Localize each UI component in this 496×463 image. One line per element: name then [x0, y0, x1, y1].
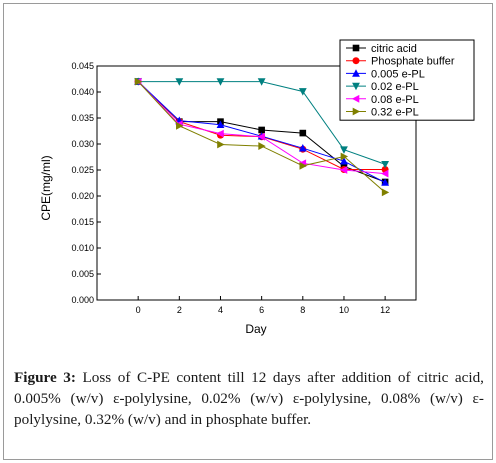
axes: 0 2 4 6 8 10 12 0.000 0.005 0.010 0.015 0.020 0.025 0… [71, 61, 390, 315]
legend-item: 0.32 e-PL [346, 107, 419, 119]
y-tick-label: 0.005 [71, 269, 94, 279]
data-point [257, 78, 266, 86]
legend-marker [351, 94, 360, 103]
legend-item: citric acid [346, 43, 417, 55]
y-tick-label: 0.045 [71, 61, 94, 71]
data-point [299, 161, 307, 170]
legend-marker [352, 69, 360, 77]
x-tick-label: 2 [177, 305, 182, 315]
data-point [381, 169, 389, 178]
data-point [340, 146, 348, 154]
legend-marker [352, 57, 360, 65]
series-layer [134, 77, 390, 197]
x-tick-label: 12 [380, 305, 390, 315]
plot-area [96, 65, 417, 301]
x-tick-label: 8 [300, 305, 305, 315]
x-tick-label: 6 [259, 305, 264, 315]
data-point [217, 140, 225, 149]
legend-item: Phosphate buffer [346, 56, 455, 68]
data-point [299, 129, 307, 137]
legend-item: 0.005 e-PL [346, 68, 425, 80]
legend-label: Phosphate buffer [371, 56, 455, 68]
data-point [175, 78, 184, 86]
legend-label: 0.32 e-PL [371, 107, 419, 119]
y-axis-label: CPE(mg/ml) [39, 155, 53, 220]
y-tick-label: 0.025 [71, 165, 94, 175]
legend-marker [352, 44, 360, 52]
x-tick-label: 10 [339, 305, 349, 315]
data-point [176, 121, 184, 130]
y-tick-label: 0.000 [71, 295, 94, 305]
data-point [298, 88, 307, 96]
x-axis-label: Day [245, 322, 266, 336]
legend-box [339, 39, 475, 121]
legend-item: 0.08 e-PL [346, 94, 419, 106]
data-point [381, 188, 390, 197]
data-point [216, 78, 225, 86]
legend-label: citric acid [371, 43, 417, 55]
legend-label: 0.005 e-PL [371, 68, 425, 80]
legend-marker [352, 107, 361, 116]
data-point [381, 178, 390, 186]
y-tick-label: 0.015 [71, 217, 94, 227]
figure-frame: 0 2 4 6 8 10 12 0.000 0.005 0.010 0.015 0.020 0.025 0… [3, 3, 493, 460]
y-tick-label: 0.020 [71, 191, 94, 201]
line-chart: 0 2 4 6 8 10 12 0.000 0.005 0.010 0.015 0.020 0.025 0… [39, 39, 475, 336]
data-point [258, 142, 266, 150]
figure-caption: Figure 3: Loss of C-PE content till 12 d… [14, 367, 484, 430]
x-tick-label: 4 [218, 305, 223, 315]
data-point [134, 77, 143, 86]
caption-text: Loss of C-PE content till 12 days after … [14, 369, 484, 428]
data-point [298, 144, 307, 152]
legend-marker [352, 82, 360, 91]
data-point [258, 126, 265, 134]
legend-label: 0.02 e-PL [371, 81, 419, 93]
y-tick-label: 0.035 [71, 113, 94, 123]
y-tick-label: 0.040 [71, 87, 94, 97]
x-tick-label: 0 [136, 305, 141, 315]
data-point [216, 120, 225, 129]
data-point [339, 166, 348, 174]
data-point [257, 132, 265, 141]
caption-label: Figure 3: [14, 369, 76, 386]
data-point [340, 157, 348, 165]
series-0-32-e-pl [134, 77, 390, 197]
data-point [216, 129, 224, 138]
data-point [340, 152, 349, 161]
y-tick-label: 0.030 [71, 139, 94, 149]
data-point [381, 160, 390, 169]
legend-label: 0.08 e-PL [371, 94, 419, 106]
legend-item: 0.02 e-PL [346, 81, 419, 93]
y-tick-label: 0.010 [71, 243, 94, 253]
